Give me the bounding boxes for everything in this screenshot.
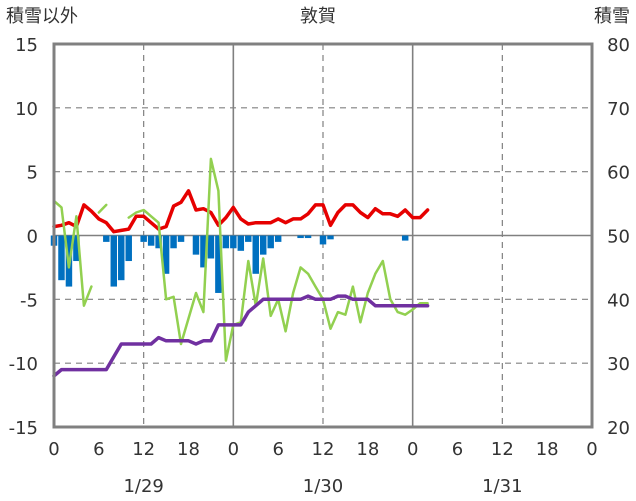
precip-bar: [58, 235, 65, 281]
x-tick-label: 0: [228, 439, 239, 460]
precip-bar: [192, 235, 200, 255]
labels: 積雪以外 敦賀 積雪 151050-5-10-15807060504030200…: [6, 6, 630, 497]
x-tick-label: 6: [452, 439, 463, 460]
precip-bar: [319, 235, 327, 245]
precip-bar: [274, 235, 282, 242]
temperature-line: [52, 189, 430, 234]
right-tick-label: 70: [607, 99, 630, 120]
precip-bar: [245, 235, 252, 242]
right-tick-label: 80: [607, 35, 630, 56]
precip-bar: [73, 235, 80, 262]
precip-bar: [170, 235, 177, 249]
precip-bar: [327, 235, 334, 240]
x-tick-label: 12: [491, 439, 514, 460]
date-label: 1/31: [482, 476, 522, 497]
x-tick-label: 12: [132, 439, 155, 460]
precip-bar: [177, 235, 185, 242]
right-tick-label: 40: [607, 290, 630, 311]
x-tick-label: 18: [536, 439, 559, 460]
right-tick-label: 60: [607, 163, 630, 184]
precip-bar: [110, 235, 118, 287]
precip-bar: [259, 235, 267, 255]
x-tick-label: 6: [272, 439, 283, 460]
snow_depth-line: [52, 294, 430, 378]
left-tick-label: -10: [9, 354, 38, 375]
precip-bar: [401, 235, 409, 241]
precip-bar: [230, 235, 237, 249]
plot-frame: [52, 42, 594, 429]
precip-bar: [155, 235, 162, 249]
right-tick-label: 50: [607, 227, 630, 248]
x-tick-label: 18: [177, 439, 200, 460]
precip-bar: [297, 235, 304, 239]
left-axis-label: 積雪以外: [6, 6, 78, 27]
precip-bar: [200, 235, 207, 268]
x-tick-label: 12: [312, 439, 335, 460]
x-tick-label: 0: [407, 439, 418, 460]
precip-bar: [215, 235, 222, 293]
left-tick-label: -15: [9, 418, 38, 439]
precip-bar: [140, 235, 147, 242]
precip-bar: [267, 235, 274, 249]
precip-bar: [222, 235, 230, 249]
x-tick-label: 18: [356, 439, 379, 460]
right-tick-label: 20: [607, 418, 630, 439]
left-tick-label: -5: [20, 290, 38, 311]
date-label: 1/30: [303, 476, 343, 497]
precip-bar: [147, 235, 155, 246]
precip-bar: [103, 235, 110, 242]
left-tick-label: 5: [27, 163, 38, 184]
wind-line: [97, 203, 108, 214]
x-tick-label: 6: [93, 439, 104, 460]
wind-line: [52, 199, 93, 307]
left-tick-label: 15: [15, 35, 38, 56]
right-tick-label: 30: [607, 354, 630, 375]
wind-line: [127, 157, 429, 362]
precip-bar: [252, 235, 259, 274]
precip-bar: [162, 235, 170, 274]
precip-bar: [118, 235, 125, 281]
precip-bar: [304, 235, 312, 239]
precip-bar: [125, 235, 132, 262]
precip-bar: [207, 235, 215, 259]
series-lines: [52, 157, 430, 378]
left-tick-label: 10: [15, 99, 38, 120]
x-tick-label: 0: [586, 439, 597, 460]
date-label: 1/29: [123, 476, 163, 497]
precip-bar: [237, 235, 245, 251]
chart-title: 敦賀: [300, 6, 336, 27]
right-axis-label: 積雪: [594, 6, 630, 27]
x-tick-label: 0: [48, 439, 59, 460]
left-tick-label: 0: [27, 227, 38, 248]
precip-bars: [50, 235, 409, 293]
